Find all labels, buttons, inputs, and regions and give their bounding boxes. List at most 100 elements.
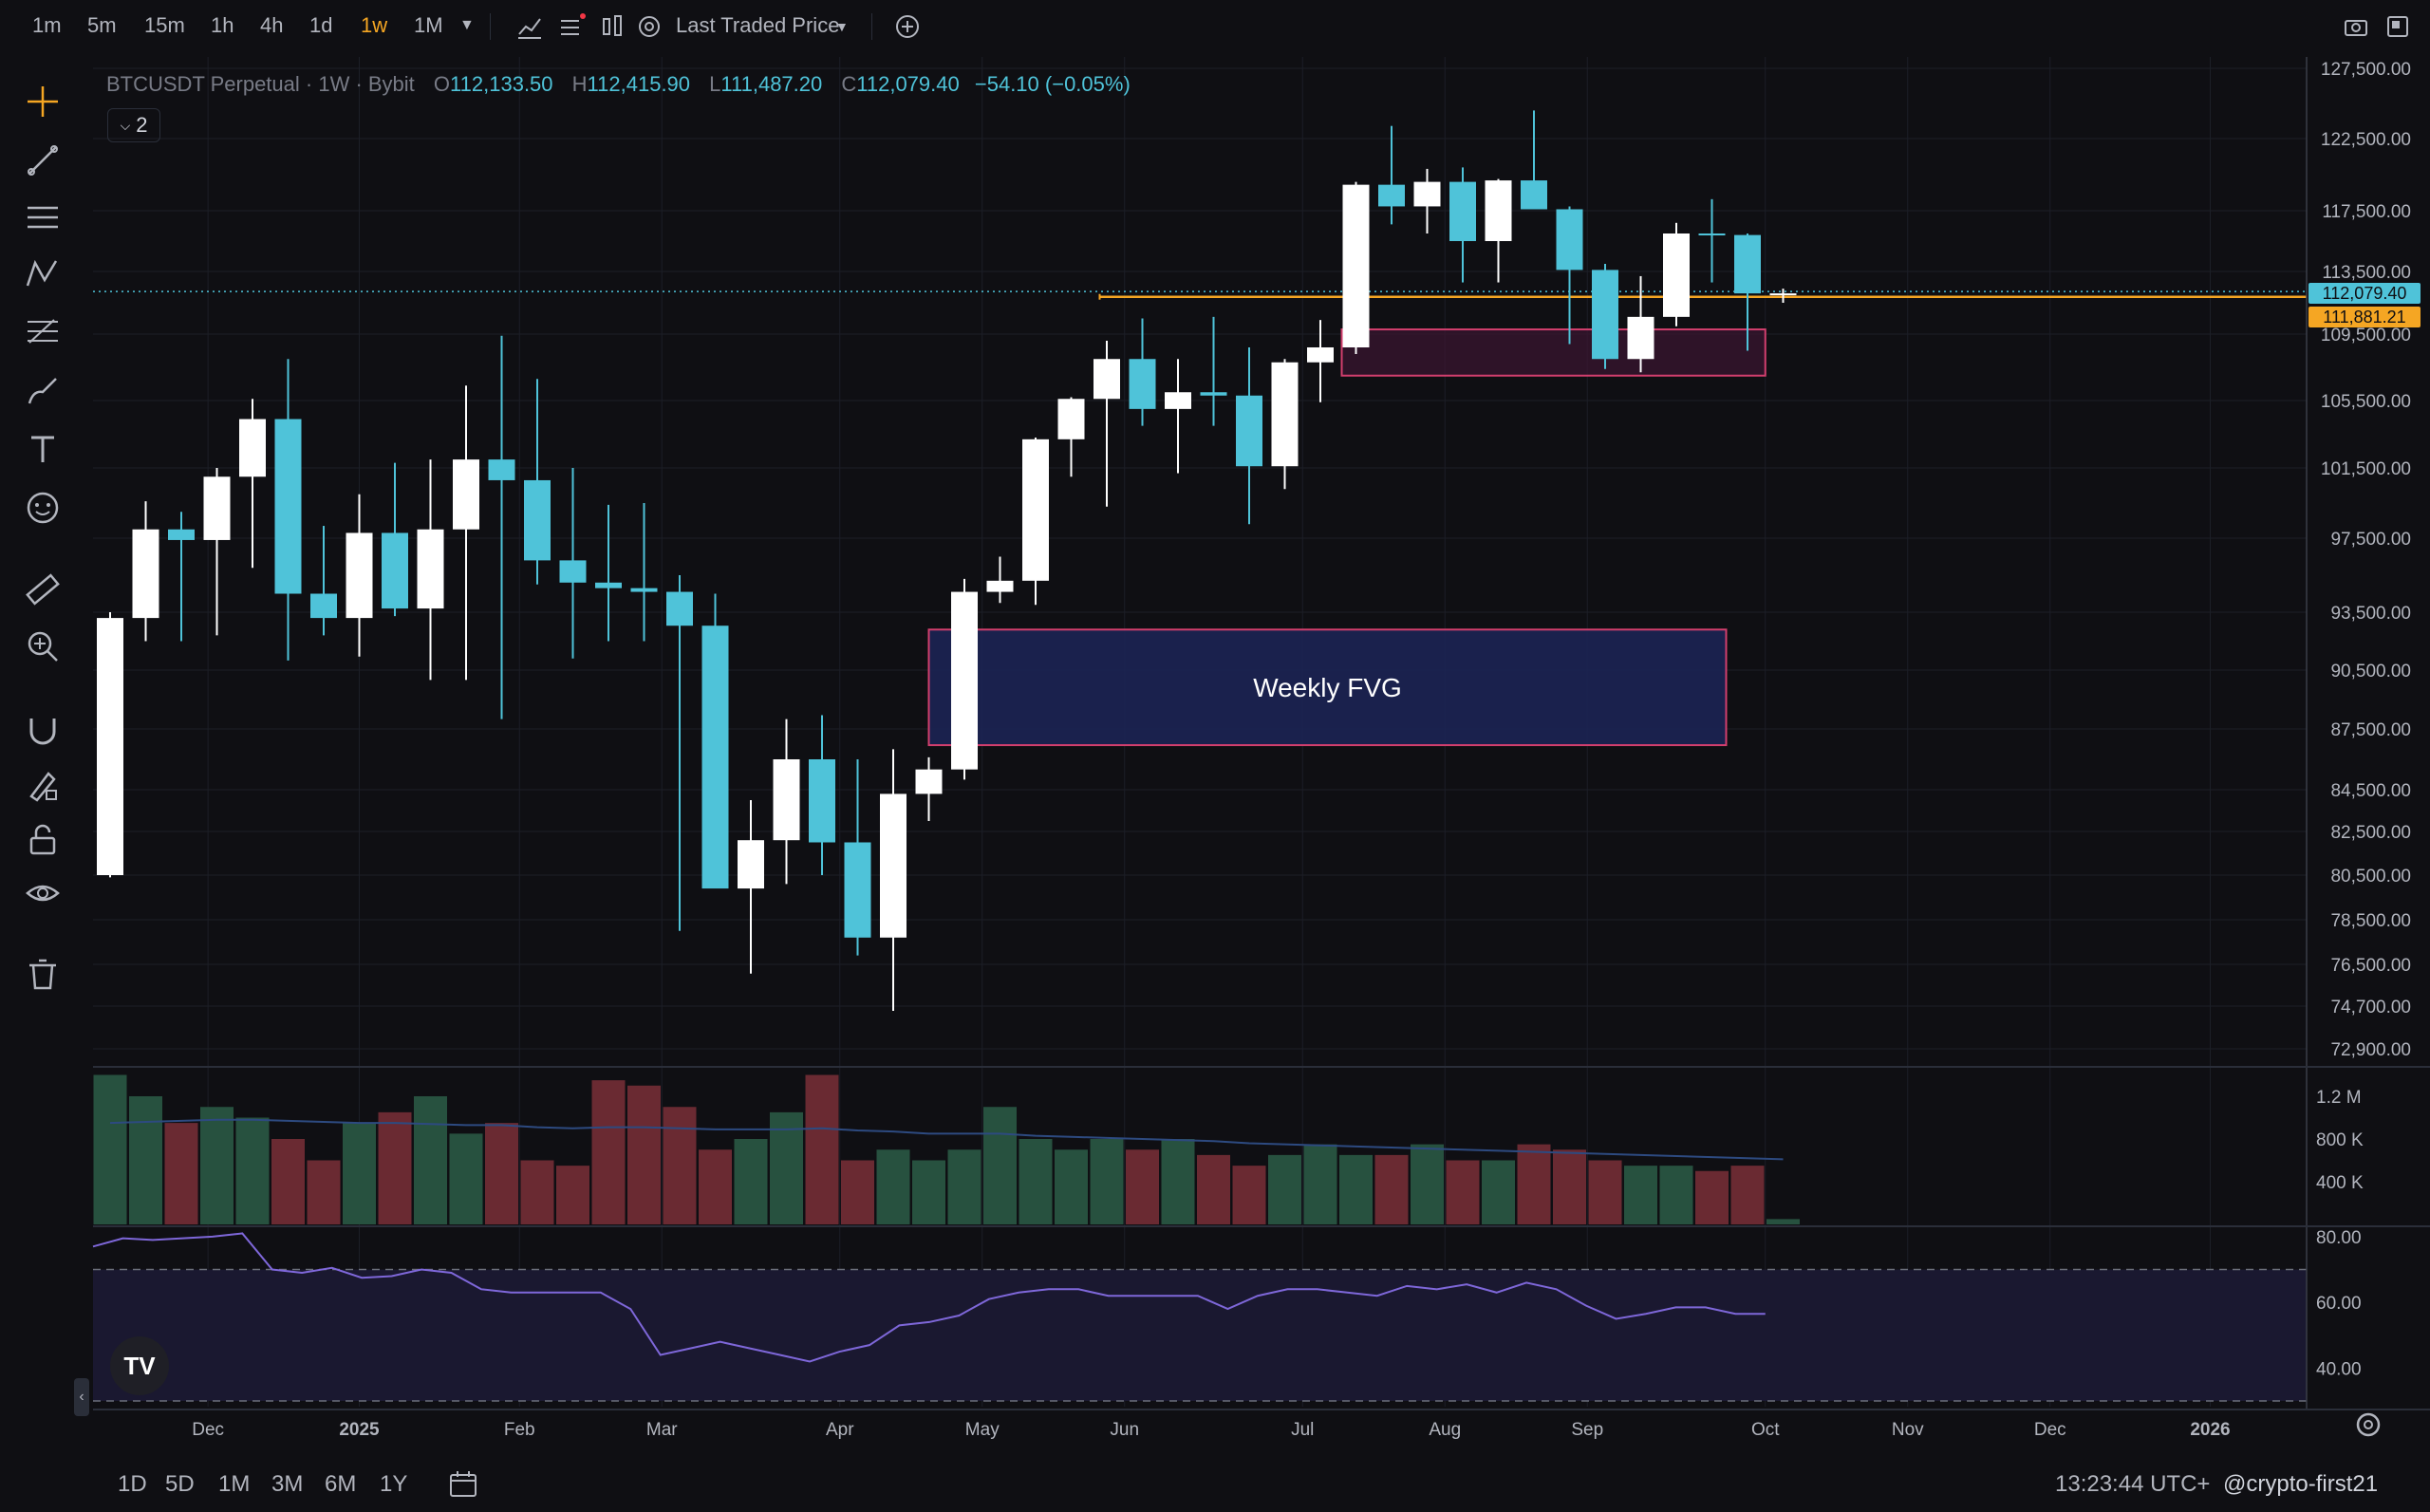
range-1Y[interactable]: 1Y <box>380 1471 408 1497</box>
eye-visibility-icon[interactable] <box>23 873 63 913</box>
symbol-title[interactable]: BTCUSDT Perpetual · 1W · Bybit <box>106 72 415 96</box>
candle-body <box>595 582 622 588</box>
price-axis-label: 87,500.00 <box>2330 720 2411 740</box>
candle-body <box>986 580 1014 592</box>
candle-body <box>738 840 764 889</box>
pattern-icon[interactable] <box>23 254 63 294</box>
time-axis-label: Sep <box>1571 1420 1603 1440</box>
time-axis-label: 2026 <box>2190 1420 2230 1440</box>
volume-axis-label: 400 K <box>2316 1173 2364 1193</box>
chart-settings-gear-icon[interactable] <box>2352 1409 2384 1441</box>
range-5D[interactable]: 5D <box>165 1471 195 1497</box>
timeframe-15m[interactable]: 15m <box>144 13 185 37</box>
close-label: C <box>841 72 857 96</box>
price-axis-label: 76,500.00 <box>2330 956 2411 976</box>
rsi-axis-label: 60.00 <box>2316 1294 2362 1314</box>
indicators-icon[interactable] <box>558 11 587 40</box>
crosshair-icon[interactable] <box>23 82 63 121</box>
settings-gear-icon[interactable] <box>636 13 663 40</box>
collapse-toolbar-handle[interactable]: ‹ <box>74 1378 89 1416</box>
volume-bar <box>1624 1166 1657 1224</box>
volume-bar <box>591 1080 626 1224</box>
candle-body <box>1734 234 1761 294</box>
candle-body <box>1592 270 1618 360</box>
ruler-icon[interactable] <box>23 569 63 609</box>
timeframe-1w[interactable]: 1w <box>361 13 388 37</box>
time-axis-label: Nov <box>1892 1420 1924 1440</box>
chart-canvas[interactable]: Weekly FVG 127,500.00 122,500.00 117,500.0… <box>0 0 2430 1462</box>
candle-body <box>1165 392 1191 409</box>
trash-icon[interactable] <box>23 955 63 995</box>
price-axis-label: 113,500.00 <box>2322 263 2411 283</box>
price-axis-label: 74,700.00 <box>2330 998 2411 1017</box>
time-axis-label: Oct <box>1751 1420 1780 1440</box>
candle-body <box>1769 293 1797 296</box>
volume-bar <box>307 1160 341 1224</box>
volume-bar <box>983 1107 1017 1224</box>
volume-bar <box>841 1160 874 1224</box>
chart-type-icon[interactable] <box>516 13 543 40</box>
toolbar-separator <box>871 13 872 40</box>
timeframe-5m[interactable]: 5m <box>87 13 117 37</box>
text-tool-icon[interactable] <box>23 429 63 469</box>
candle-body <box>1378 184 1405 207</box>
range-1M[interactable]: 1M <box>218 1471 251 1497</box>
fib-retracement-icon[interactable] <box>23 311 63 351</box>
volume-bar <box>1374 1154 1409 1224</box>
volume-bar <box>129 1096 162 1224</box>
range-6M[interactable]: 6M <box>325 1471 357 1497</box>
low-label: L <box>709 72 721 96</box>
volume-bar <box>1161 1139 1195 1224</box>
axes-layer: 127,500.00 122,500.00 117,500.00 113,500.00… <box>93 57 2430 1440</box>
indicators-collapse-button[interactable]: ⌵ 2 <box>107 108 160 142</box>
range-1D[interactable]: 1D <box>118 1471 147 1497</box>
price-source-select[interactable]: Last Traded Price <box>676 13 840 37</box>
range-3M[interactable]: 3M <box>271 1471 304 1497</box>
lock-drawings-icon[interactable] <box>23 765 63 805</box>
magnet-icon[interactable] <box>23 710 63 750</box>
trend-line-icon[interactable] <box>23 140 63 180</box>
camera-icon[interactable] <box>2343 13 2369 40</box>
volume-bar <box>164 1123 198 1224</box>
time-axis-label: Jul <box>1291 1420 1314 1440</box>
timeframe-4h[interactable]: 4h <box>260 13 284 37</box>
drawing-toolbar <box>0 53 85 1458</box>
support-zone <box>1340 328 1766 377</box>
high-label: H <box>571 72 588 96</box>
volume-bar <box>805 1074 839 1224</box>
zoom-in-icon[interactable] <box>23 626 63 666</box>
emoji-icon[interactable] <box>23 488 63 528</box>
horizontal-lines-icon[interactable] <box>23 197 63 237</box>
timeframe-1d[interactable]: 1d <box>309 13 333 37</box>
tradingview-logo: TV <box>110 1336 169 1395</box>
price-source-chevron-icon[interactable]: ▼ <box>835 19 849 34</box>
add-plus-icon[interactable] <box>894 13 921 40</box>
candle-body <box>1521 180 1547 210</box>
toolbar-separator <box>490 13 491 40</box>
volume-bar <box>1197 1154 1230 1224</box>
candle-body <box>274 419 302 594</box>
volume-bar <box>271 1139 305 1224</box>
timeframe-1h[interactable]: 1h <box>211 13 234 37</box>
fullscreen-icon[interactable] <box>2384 13 2411 40</box>
volume-bar <box>1019 1139 1053 1224</box>
unlock-icon[interactable] <box>23 820 63 860</box>
brush-icon[interactable] <box>23 370 63 410</box>
timeframe-dropdown-icon[interactable]: ▼ <box>459 17 475 33</box>
bar-replay-icon[interactable] <box>600 13 626 40</box>
timeframe-1m[interactable]: 1m <box>32 13 62 37</box>
candle-body <box>1698 233 1726 235</box>
volume-bar <box>912 1160 945 1224</box>
weekly-fvg-label: Weekly FVG <box>1253 673 1402 702</box>
time-axis-label: 2025 <box>339 1420 380 1440</box>
timeframe-1M[interactable]: 1M <box>414 13 443 37</box>
price-axis-label: 117,500.00 <box>2322 202 2411 222</box>
rsi-axis-label: 40.00 <box>2316 1359 2362 1379</box>
calendar-goto-icon[interactable] <box>448 1469 480 1500</box>
price-axis-label: 80,500.00 <box>2330 867 2411 887</box>
candle-body <box>1200 392 1227 396</box>
volume-bar <box>1446 1160 1480 1224</box>
utc-clock[interactable]: 13:23:44 UTC+ <box>2055 1471 2211 1497</box>
candle-body <box>1627 316 1654 360</box>
volume-bar <box>1730 1166 1765 1224</box>
